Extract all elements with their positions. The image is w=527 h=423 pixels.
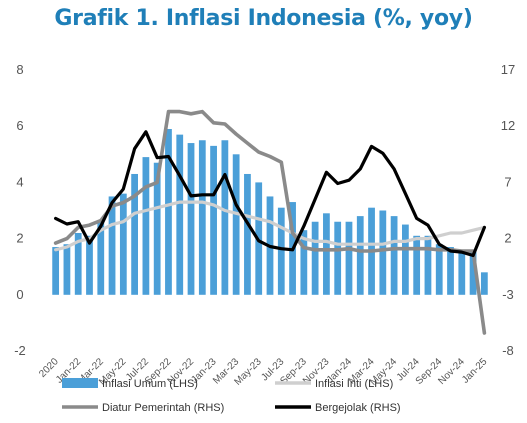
line-inflasi-inti: [53, 200, 486, 252]
chart-title: Grafik 1. Inflasi Indonesia (%, yoy): [54, 6, 473, 31]
bar-inflasi-umum: [277, 207, 285, 295]
bar-inflasi-umum: [244, 173, 251, 295]
bar-inflasi-umum: [390, 216, 398, 295]
bar-inflasi-umum: [435, 244, 443, 295]
bar-inflasi-umum: [176, 134, 184, 295]
bar-inflasi-umum: [379, 210, 387, 295]
y-right-tick-label: 7: [504, 174, 511, 189]
y-right-tick-label: 17: [501, 62, 515, 77]
bar-inflasi-umum: [86, 235, 93, 295]
bar-inflasi-umum: [210, 145, 217, 295]
bar-inflasi-umum: [345, 221, 353, 295]
legend-label: Inflasi Inti (LHS): [315, 378, 393, 390]
bar-inflasi-umum: [356, 216, 364, 295]
bar-inflasi-umum: [469, 249, 477, 295]
y-right-tick-label: 2: [504, 231, 511, 246]
y-left-tick-label: 2: [16, 231, 23, 246]
bar-inflasi-umum: [221, 140, 229, 295]
bar-inflasi-umum: [413, 235, 421, 295]
y-left-tick-label: 4: [16, 174, 23, 189]
bar-inflasi-umum: [300, 230, 308, 295]
bar-inflasi-umum: [187, 143, 195, 295]
bar-inflasi-umum: [74, 232, 82, 295]
bar-inflasi-umum: [447, 247, 454, 295]
bar-inflasi-umum: [232, 154, 240, 295]
bar-inflasi-umum: [424, 235, 432, 295]
bar-inflasi-umum: [131, 173, 138, 295]
legend-swatch-bar: [62, 378, 98, 388]
x-tick-label: Nov-24: [436, 356, 467, 387]
bar-inflasi-umum: [119, 193, 127, 295]
legend-label: Bergejolak (RHS): [315, 402, 401, 414]
bar-inflasi-umum: [458, 249, 466, 295]
bar-inflasi-umum: [311, 221, 319, 295]
bar-inflasi-umum: [402, 224, 409, 295]
y-right-tick-label: 12: [501, 118, 515, 133]
y-left-tick-label: 6: [16, 118, 23, 133]
bar-inflasi-umum: [323, 213, 330, 295]
y-right-tick-label: -3: [502, 287, 514, 302]
legend-label: Diatur Pemerintah (RHS): [102, 402, 224, 414]
bar-inflasi-umum: [480, 272, 488, 295]
x-tick-label: Jan-25: [460, 356, 490, 386]
y-right-tick-label: -8: [502, 343, 514, 358]
bar-inflasi-umum: [165, 129, 172, 295]
legend-label: Inflasi Umum (LHS): [102, 378, 198, 390]
y-left-tick-label: -2: [14, 343, 26, 358]
bar-inflasi-umum: [142, 157, 150, 295]
bar-inflasi-umum: [198, 140, 206, 295]
bar-inflasi-umum: [63, 244, 71, 295]
line-bergejolak: [53, 130, 486, 258]
bar-inflasi-umum: [108, 196, 116, 295]
bar-inflasi-umum: [334, 221, 342, 295]
line-diatur-pemerintah: [53, 109, 487, 335]
bar-inflasi-umum: [97, 221, 105, 295]
y-left-tick-label: 0: [16, 287, 23, 302]
bar-inflasi-umum: [153, 162, 161, 295]
y-left-tick-label: 8: [16, 62, 23, 77]
bar-inflasi-umum: [52, 247, 60, 295]
